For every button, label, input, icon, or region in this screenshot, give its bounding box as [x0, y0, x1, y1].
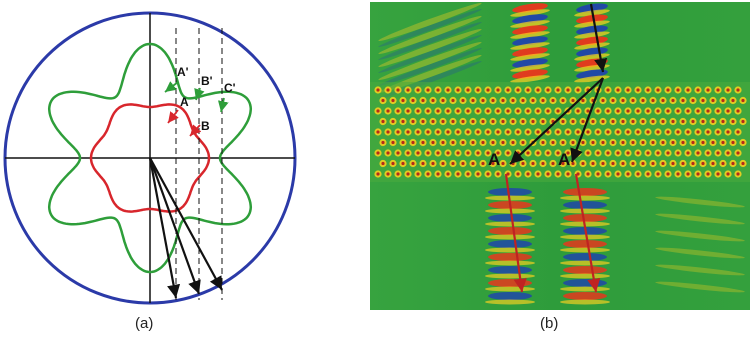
outgoing-arrow-2 [574, 173, 601, 293]
label-a-right: A [558, 150, 570, 169]
field-bands [378, 2, 745, 305]
outgoing-arrow-1 [504, 173, 527, 293]
crystal-holes [374, 86, 747, 178]
label-a: A [180, 95, 189, 109]
panel-a-caption: (a) [135, 315, 154, 332]
arrow-b [189, 124, 202, 137]
label-a-left: A [488, 150, 500, 169]
refracted-arrow-2 [570, 77, 605, 163]
arrow-b-prime [194, 87, 205, 101]
green-contour [47, 42, 253, 274]
arrow-c-prime [217, 97, 229, 113]
panel-b-caption: (b) [540, 315, 559, 332]
label-c-prime: C' [224, 81, 236, 95]
label-b-prime: B' [201, 74, 213, 88]
label-b: B [201, 119, 210, 133]
arrow-black-2 [148, 157, 201, 295]
red-contour [89, 103, 211, 213]
refracted-arrow-1 [509, 77, 604, 165]
arrow-a-prime [164, 81, 179, 93]
panel-b-field-map: A A [370, 2, 750, 310]
arrow-black-3 [149, 157, 223, 291]
label-a-prime: A' [177, 65, 189, 79]
incident-arrow [589, 3, 608, 73]
arrow-a [167, 109, 179, 124]
panel-a-diagram: A' A B' B C' [3, 11, 297, 305]
arrow-black-1 [148, 157, 181, 299]
